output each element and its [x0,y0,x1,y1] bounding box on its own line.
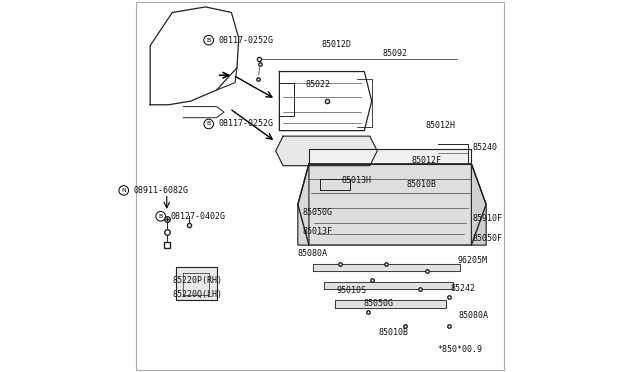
Text: 85022: 85022 [306,80,331,89]
Text: 85080A: 85080A [458,311,488,320]
Text: 85012F: 85012F [412,155,442,165]
Text: 85092: 85092 [382,49,407,58]
Text: 85050F: 85050F [472,234,502,243]
Text: B: B [159,214,163,219]
Text: 85240: 85240 [472,143,497,152]
Text: 85910F: 85910F [472,214,502,222]
Text: 85050G: 85050G [303,208,333,217]
Text: 85012H: 85012H [425,121,455,129]
Text: 08911-6082G: 08911-6082G [133,186,188,195]
Polygon shape [276,136,377,166]
Text: 96205M: 96205M [458,256,487,265]
Polygon shape [298,164,486,245]
Text: 85012D: 85012D [322,41,352,49]
Text: 85010B: 85010B [407,180,436,189]
Text: 85013F: 85013F [302,227,332,235]
Polygon shape [298,164,309,245]
Text: B: B [207,38,211,43]
Text: 85050G: 85050G [364,299,394,308]
Text: 08127-0402G: 08127-0402G [170,212,225,221]
Text: 85220P(RH): 85220P(RH) [172,276,222,285]
Text: 95010S: 95010S [337,286,367,295]
Text: 85010B: 85010B [378,328,408,337]
Text: B: B [207,122,211,126]
Polygon shape [176,267,216,301]
Text: 85013H: 85013H [341,176,371,185]
Text: 85080A: 85080A [297,249,327,258]
Polygon shape [309,149,472,164]
Text: N: N [122,188,126,193]
Text: 08117-0252G: 08117-0252G [218,119,273,128]
Text: 08117-0252G: 08117-0252G [218,36,273,45]
Text: 85242: 85242 [451,284,476,293]
Text: 85220Q(LH): 85220Q(LH) [172,291,222,299]
Polygon shape [472,164,486,245]
Text: *850*00.9: *850*00.9 [437,345,483,354]
